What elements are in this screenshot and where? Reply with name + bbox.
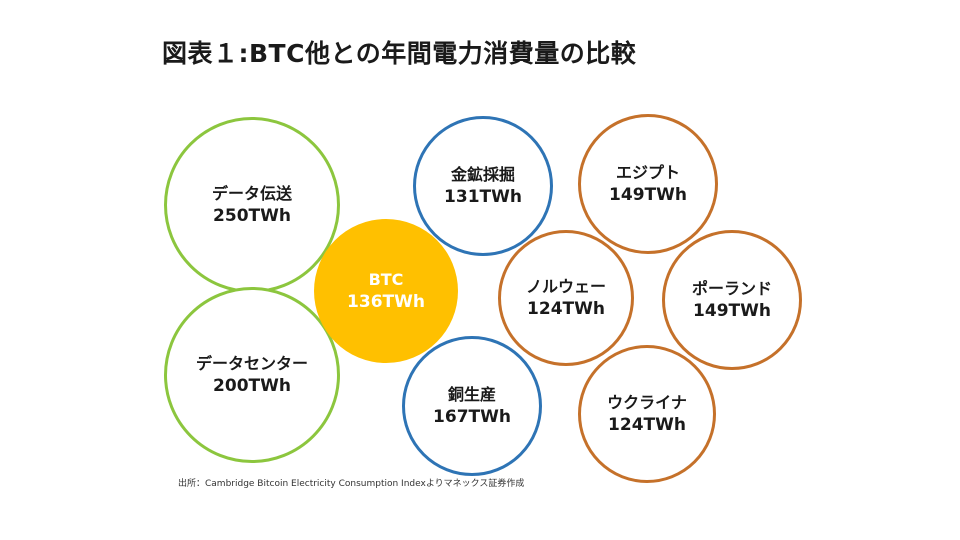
bubble-label: 金鉱採掘 <box>450 164 515 184</box>
bubble-value: 250TWh <box>213 205 291 226</box>
bubble-label: データセンター <box>195 353 308 373</box>
bubble-label: ウクライナ <box>607 392 687 412</box>
bubble-ukraine: ウクライナ 124TWh <box>578 345 716 483</box>
bubble-data-transmission: データ伝送 250TWh <box>164 117 340 293</box>
bubble-label: 銅生産 <box>447 384 496 404</box>
bubble-label: データ伝送 <box>211 183 292 203</box>
bubble-value: 149TWh <box>693 300 771 321</box>
bubble-value: 136TWh <box>347 291 425 312</box>
bubble-label: ポーランド <box>691 278 772 298</box>
bubble-label: BTC <box>368 269 404 289</box>
bubble-label: ノルウェー <box>525 276 606 296</box>
bubble-value: 200TWh <box>213 375 291 396</box>
page-title: 図表１:BTC他との年間電力消費量の比較 <box>162 39 637 68</box>
bubble-value: 131TWh <box>444 186 522 207</box>
bubble-btc: BTC 136TWh <box>314 219 458 363</box>
bubble-egypt: エジプト 149TWh <box>578 114 718 254</box>
bubble-copper: 銅生産 167TWh <box>402 336 542 476</box>
bubble-gold-mining: 金鉱採掘 131TWh <box>413 116 553 256</box>
bubble-value: 167TWh <box>433 406 511 427</box>
bubble-label: エジプト <box>615 162 680 182</box>
bubble-value: 124TWh <box>527 298 605 319</box>
bubble-data-center: データセンター 200TWh <box>164 287 340 463</box>
bubble-value: 149TWh <box>609 184 687 205</box>
bubble-norway: ノルウェー 124TWh <box>498 230 634 366</box>
source-note: 出所：Cambridge Bitcoin Electricity Consump… <box>178 479 525 489</box>
bubble-value: 124TWh <box>608 414 686 435</box>
bubble-poland: ポーランド 149TWh <box>662 230 802 370</box>
